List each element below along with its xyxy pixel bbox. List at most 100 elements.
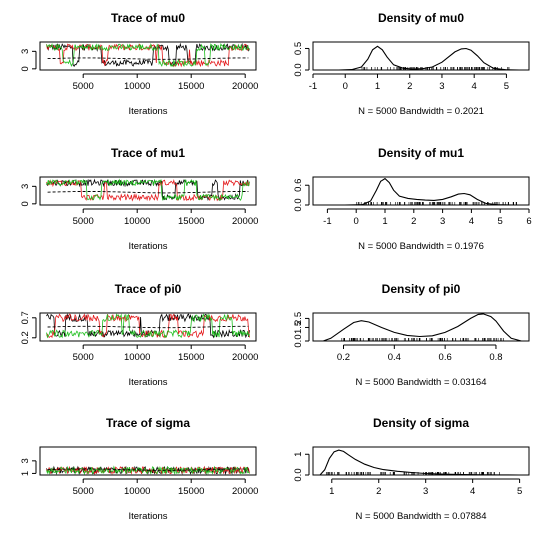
y-tick-label: 0.7	[20, 311, 31, 324]
x-tick-label: 10000	[124, 352, 150, 363]
chain-3-trace	[46, 42, 250, 68]
x-tick-label: 1	[329, 486, 334, 497]
smoothed-mean-line	[47, 468, 249, 471]
y-tick-label: 0	[20, 201, 31, 206]
trace-of-sigma-panel: Trace of sigma 5000 10000 15000 20000 Iterati…	[20, 416, 258, 522]
plot-frame	[39, 312, 257, 342]
x-axis-label: Iterations	[128, 377, 167, 388]
plot-content	[46, 465, 250, 476]
y-axis: 03	[20, 184, 37, 206]
x-tick-label: 4	[470, 486, 475, 497]
plot-frame	[312, 176, 530, 206]
panel-title: Density of sigma	[373, 416, 469, 430]
x-tick-label: -1	[309, 81, 317, 92]
x-tick-label: 2	[411, 216, 416, 227]
y-axis: 0.2 0.7	[20, 311, 37, 344]
x-tick-label: 20000	[232, 81, 258, 92]
x-tick-label: 3	[440, 216, 445, 227]
density-of-mu0-panel: Density of mu0 -1 0 1 2 3 4 5 N = 5000 Bandwidth…	[293, 11, 530, 117]
panel-title: Density of mu0	[378, 11, 464, 25]
x-tick-label: 5	[517, 486, 522, 497]
y-tick-label: 1	[293, 452, 304, 457]
x-tick-label: 5000	[73, 81, 94, 92]
x-axis-label: N = 5000 Bandwidth = 0.03164	[356, 377, 487, 388]
density-of-sigma-panel: Density of sigma 1 2 3 4 5 N = 5000 Bandwidth …	[293, 416, 530, 522]
x-axis: 5000 10000 15000 20000	[73, 478, 258, 497]
x-axis: 5000 10000 15000 20000	[73, 73, 258, 92]
density-curve	[338, 45, 520, 71]
y-tick-label: 0.5	[293, 42, 304, 55]
x-tick-label: 15000	[178, 486, 204, 497]
y-axis: 03	[20, 49, 37, 71]
y-tick-label: 3	[20, 49, 31, 54]
x-tick-label: 0.8	[489, 352, 502, 363]
x-tick-label: 15000	[178, 352, 204, 363]
trace-of-mu1-panel: Trace of mu1 5000 10000 15000 20000 Iteration…	[20, 146, 258, 252]
x-tick-label: 1	[375, 81, 380, 92]
x-tick-label: 3	[439, 81, 444, 92]
y-axis: 13	[20, 458, 37, 476]
x-tick-label: 0.4	[388, 352, 401, 363]
x-axis: -1 0 1 2 3 4 5	[309, 73, 509, 92]
x-tick-label: 20000	[232, 486, 258, 497]
x-tick-label: 3	[423, 486, 428, 497]
y-tick-label: 0.0	[293, 198, 304, 211]
x-tick-label: 5000	[73, 486, 94, 497]
x-tick-label: 5000	[73, 352, 94, 363]
x-tick-label: 4	[472, 81, 477, 92]
plot-frame	[312, 41, 530, 71]
x-axis-label: N = 5000 Bandwidth = 0.2021	[358, 106, 484, 117]
y-axis: 0.0 0.5	[293, 42, 310, 77]
x-axis-label: Iterations	[128, 511, 167, 522]
panel-title: Trace of mu0	[111, 11, 185, 25]
y-axis: 0.00.6	[293, 179, 310, 212]
trace-of-mu0-panel: Trace of mu0 5000 10000 15000 20000 Iteration…	[20, 11, 258, 117]
y-tick-label: 1.5	[293, 321, 304, 334]
density-curve	[323, 313, 522, 342]
y-tick-label: 3	[20, 458, 31, 463]
plot-content	[319, 449, 520, 476]
y-tick-label: 0.6	[293, 179, 304, 192]
plot-frame	[39, 176, 257, 206]
x-tick-label: 1	[382, 216, 387, 227]
plot-content	[46, 178, 250, 202]
x-tick-label: 2	[376, 486, 381, 497]
density-curve	[319, 449, 520, 476]
plot-frame	[39, 446, 257, 476]
x-tick-label: 5	[504, 81, 509, 92]
x-tick-label: 5000	[73, 216, 94, 227]
y-tick-label: 3	[20, 184, 31, 189]
chain-2-trace	[46, 313, 250, 339]
density-curve	[344, 177, 515, 206]
x-tick-label: 10000	[124, 216, 150, 227]
x-tick-label: 0.6	[439, 352, 452, 363]
x-tick-label: 5	[498, 216, 503, 227]
chain-3-trace	[46, 313, 250, 339]
x-axis-label: N = 5000 Bandwidth = 0.1976	[358, 241, 484, 252]
y-tick-label: 0.0	[293, 468, 304, 481]
x-tick-label: -1	[323, 216, 331, 227]
x-tick-label: 0.2	[337, 352, 350, 363]
x-tick-label: 20000	[232, 352, 258, 363]
plot-content	[323, 313, 522, 342]
x-tick-label: 20000	[232, 216, 258, 227]
y-tick-label: 0.0	[293, 63, 304, 76]
x-axis-label: Iterations	[128, 106, 167, 117]
x-tick-label: 15000	[178, 81, 204, 92]
smoothed-mean-line	[47, 325, 249, 329]
x-tick-label: 0	[354, 216, 359, 227]
x-tick-label: 4	[469, 216, 474, 227]
y-axis: 0.01.52.5	[293, 312, 310, 348]
x-tick-label: 0	[343, 81, 348, 92]
panel-title: Trace of pi0	[115, 282, 182, 296]
y-tick-label: 2.5	[293, 312, 304, 325]
y-tick-label: 0.2	[20, 331, 31, 344]
y-tick-label: 1	[20, 471, 31, 476]
x-axis: 5000 10000 15000 20000	[73, 344, 258, 363]
y-tick-label: 0	[20, 66, 31, 71]
smoothed-mean-line	[47, 191, 249, 194]
x-tick-label: 2	[407, 81, 412, 92]
panel-title: Trace of mu1	[111, 146, 185, 160]
x-tick-label: 15000	[178, 216, 204, 227]
